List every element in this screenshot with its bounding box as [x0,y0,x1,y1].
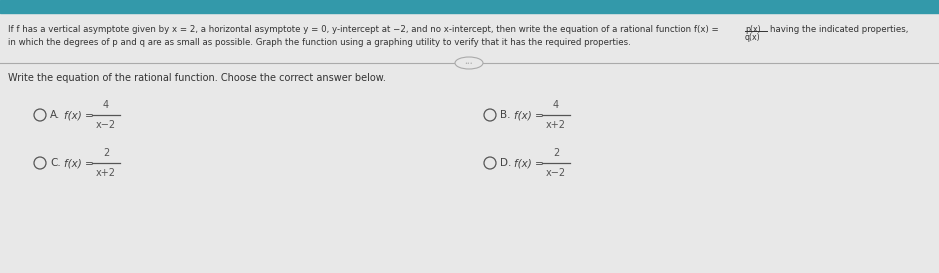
Text: p(x): p(x) [745,25,761,34]
Text: 2: 2 [553,148,559,158]
Text: x−2: x−2 [546,168,566,178]
Text: If f has a vertical asymptote given by x = 2, a horizontal asymptote y = 0, y-in: If f has a vertical asymptote given by x… [8,25,718,34]
Text: f(x) =: f(x) = [64,158,94,168]
Text: 2: 2 [103,148,109,158]
Text: x+2: x+2 [546,120,566,130]
Text: x−2: x−2 [96,120,116,130]
Text: q(x): q(x) [745,33,761,42]
Text: f(x) =: f(x) = [514,110,544,120]
Ellipse shape [455,57,483,69]
Text: •••: ••• [465,61,473,66]
Text: having the indicated properties,: having the indicated properties, [770,25,908,34]
Text: A.: A. [50,110,60,120]
Text: 4: 4 [103,100,109,110]
Bar [0,0,939,13]
Text: C.: C. [50,158,61,168]
Text: f(x) =: f(x) = [64,110,94,120]
Text: 4: 4 [553,100,559,110]
Text: f(x) =: f(x) = [514,158,544,168]
Text: x+2: x+2 [96,168,116,178]
Text: D.: D. [500,158,512,168]
Text: Write the equation of the rational function. Choose the correct answer below.: Write the equation of the rational funct… [8,73,386,83]
Text: B.: B. [500,110,511,120]
Text: in which the degrees of p and q are as small as possible. Graph the function usi: in which the degrees of p and q are as s… [8,38,631,47]
